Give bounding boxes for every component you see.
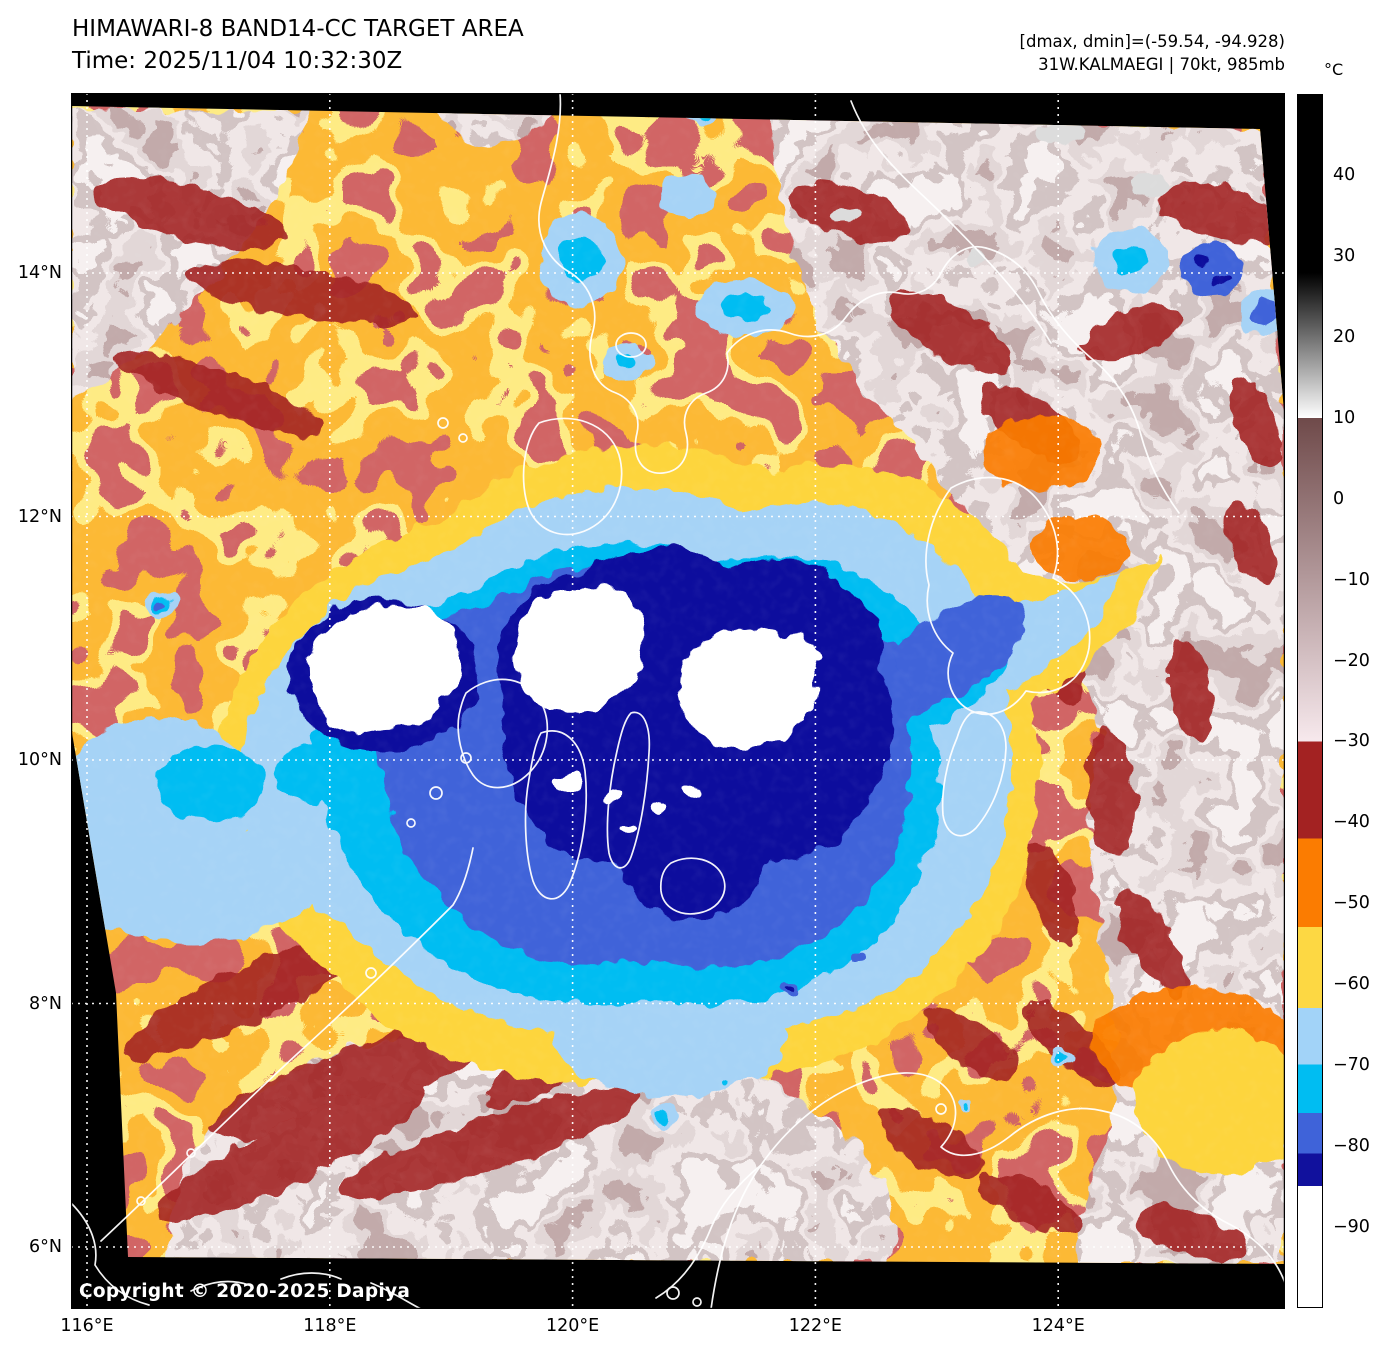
data-swath <box>72 106 1285 1264</box>
longitude-tick-label: 120°E <box>545 1316 600 1336</box>
longitude-tick-label: 116°E <box>60 1316 114 1336</box>
plot-border <box>71 93 1285 1309</box>
latitude-tick-label: 6°N <box>29 1237 62 1257</box>
longitude-tick-label: 118°E <box>303 1316 357 1336</box>
storm-intensity-readout: 31W.KALMAEGI | 70kt, 985mb <box>1038 55 1285 74</box>
colorbar-tick-label: −60 <box>1333 974 1370 995</box>
satellite-image <box>71 93 1285 1309</box>
longitude-tick-label: 124°E <box>1031 1316 1085 1336</box>
figure-timestamp: Time: 2025/11/04 10:32:30Z <box>72 48 403 74</box>
figure-title: HIMAWARI-8 BAND14-CC TARGET AREA <box>72 16 524 42</box>
latitude-tick-label: 12°N <box>17 506 62 527</box>
colorbar-unit-label: °C <box>1324 60 1344 79</box>
colorbar-tick-label: 30 <box>1333 245 1356 266</box>
colorbar <box>1297 94 1323 1308</box>
coastlines <box>71 93 1285 1309</box>
colorbar-tick-label: 0 <box>1333 488 1345 509</box>
colorbar-tick-label: −50 <box>1333 893 1370 914</box>
longitude-tick-label: 122°E <box>788 1316 842 1336</box>
colorbar-tick-label: −40 <box>1333 812 1370 833</box>
colorbar-tick-label: −90 <box>1333 1217 1370 1238</box>
dmax-dmin-readout: [dmax, dmin]=(-59.54, -94.928) <box>1019 32 1285 51</box>
colorbar-tick-label: 40 <box>1333 164 1356 185</box>
colorbar-tick-label: −10 <box>1333 569 1370 590</box>
latitude-tick-label: 8°N <box>29 993 62 1014</box>
latitude-tick-label: 10°N <box>17 750 62 770</box>
colorbar-tick-label: 20 <box>1333 326 1356 347</box>
pixel-grain-overlay <box>72 106 1285 1264</box>
colorbar-tick-label: −80 <box>1333 1136 1370 1157</box>
colorbar-tick-label: −30 <box>1333 731 1370 752</box>
latitude-tick-label: 14°N <box>17 263 62 283</box>
stats-block: [dmax, dmin]=(-59.54, -94.928) 31W.KALMA… <box>1020 30 1285 76</box>
copyright-label: Copyright © 2020-2025 Dapiya <box>79 1281 411 1302</box>
satellite-map-plot <box>71 93 1285 1309</box>
colorbar-tick-label: −70 <box>1333 1055 1370 1076</box>
colorbar-tick-label: 10 <box>1333 407 1356 428</box>
colorbar-tick-label: −20 <box>1333 650 1370 671</box>
